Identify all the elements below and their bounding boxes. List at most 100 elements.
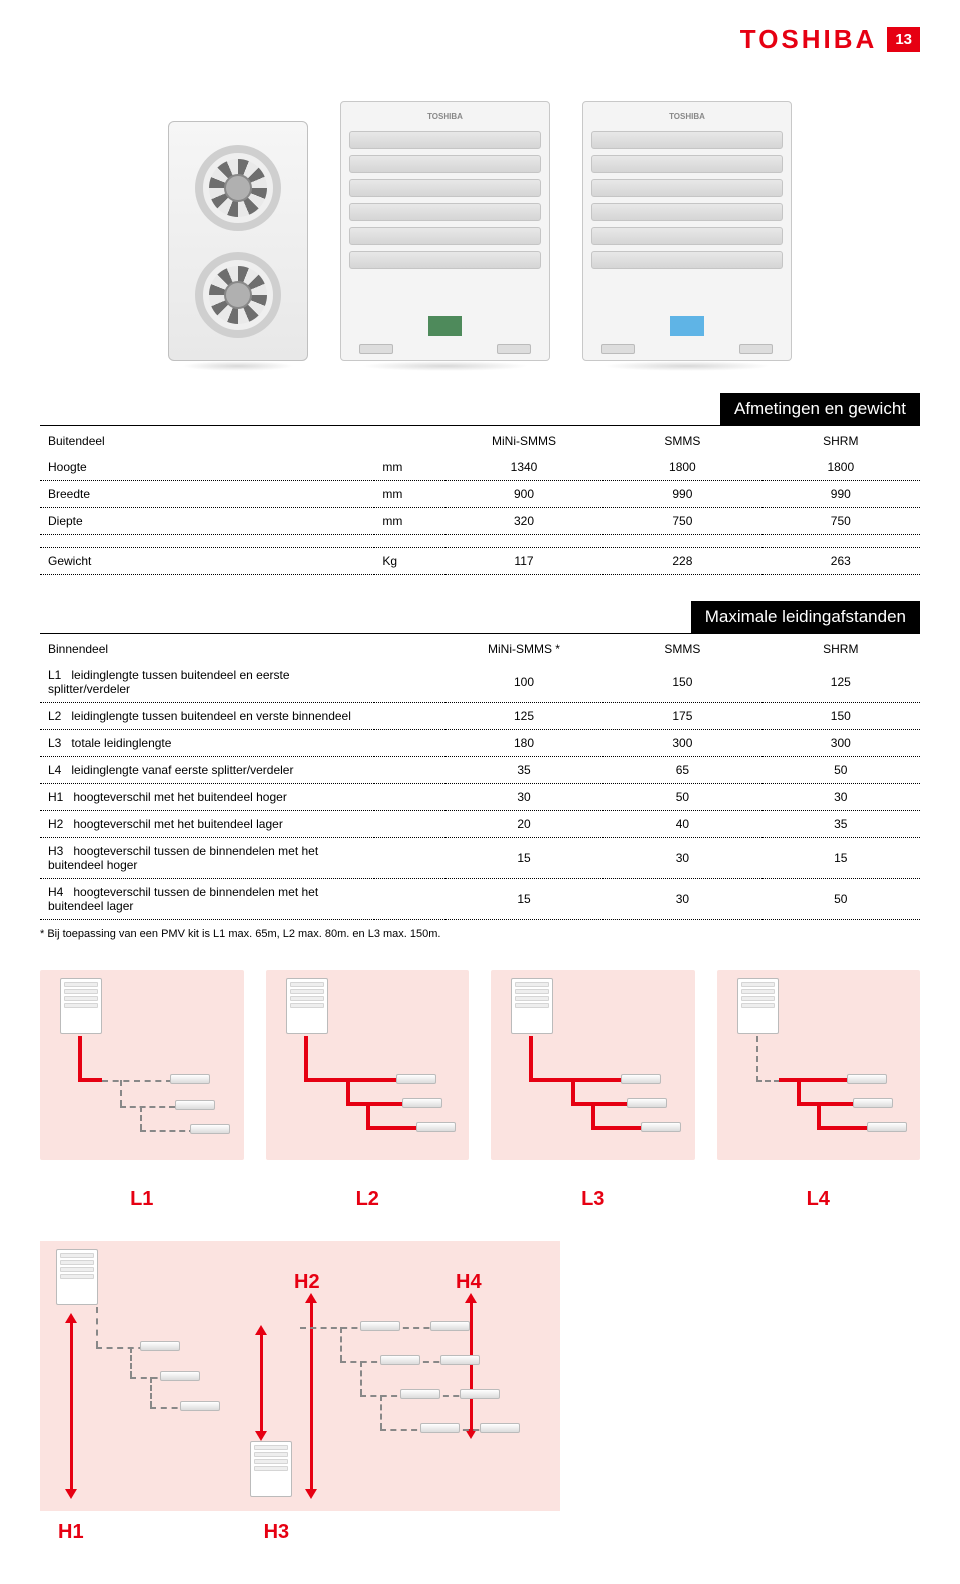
brand-logo: TOSHIBA xyxy=(740,24,878,55)
l-diagrams-row xyxy=(40,970,920,1160)
product-image-row: TOSHIBA TOSHIBA xyxy=(40,71,920,371)
cell-value: 900 xyxy=(445,481,603,508)
page-header: TOSHIBA 13 xyxy=(40,24,920,55)
cell-value: 20 xyxy=(445,811,603,838)
cell-value: 1800 xyxy=(762,454,920,481)
cell-value: 150 xyxy=(603,662,761,703)
table2-title: Maximale leidingafstanden xyxy=(691,601,920,633)
table-row: GewichtKg117228263 xyxy=(40,548,920,575)
diagram-l2 xyxy=(266,970,470,1160)
table2-col-1: SMMS xyxy=(603,636,761,662)
cell-value: 175 xyxy=(603,703,761,730)
row-label: L3 totale leidinglengte xyxy=(40,730,374,757)
label-l4: L4 xyxy=(717,1188,921,1211)
h-diagram: H2 H4 xyxy=(40,1241,560,1511)
row-label: H2 hoogteverschil met het buitendeel lag… xyxy=(40,811,374,838)
table-row: Dieptemm320750750 xyxy=(40,508,920,535)
unit-mini-smms xyxy=(168,121,308,371)
cell-value: 35 xyxy=(445,757,603,784)
table-row: Hoogtemm134018001800 xyxy=(40,454,920,481)
cell-value: 1340 xyxy=(445,454,603,481)
table1-title: Afmetingen en gewicht xyxy=(720,393,920,425)
table-row: H4 hoogteverschil tussen de binnendelen … xyxy=(40,879,920,920)
label-l2: L2 xyxy=(266,1188,470,1211)
table2-footnote: * Bij toepassing van een PMV kit is L1 m… xyxy=(40,928,920,940)
cell-value: 50 xyxy=(762,757,920,784)
diagram-l4 xyxy=(717,970,921,1160)
cell-value: 15 xyxy=(445,879,603,920)
page-number-badge: 13 xyxy=(887,27,920,52)
row-label: Gewicht xyxy=(40,548,374,575)
table1-col-2: SHRM xyxy=(762,428,920,454)
table-row: L4 leidinglengte vanaf eerste splitter/v… xyxy=(40,757,920,784)
table-row: H1 hoogteverschil met het buitendeel hog… xyxy=(40,784,920,811)
table-row: L3 totale leidinglengte180300300 xyxy=(40,730,920,757)
dimensions-table-block: Afmetingen en gewicht Buitendeel MiNi-SM… xyxy=(40,393,920,575)
label-h3: H3 xyxy=(264,1521,290,1544)
cell-value: 15 xyxy=(762,838,920,879)
unit-smms: TOSHIBA xyxy=(340,101,550,371)
cell-value: 1800 xyxy=(603,454,761,481)
h13-labels: H1 H3 xyxy=(40,1521,920,1544)
cell-value: 117 xyxy=(445,548,603,575)
cell-value: 65 xyxy=(603,757,761,784)
cell-value: 15 xyxy=(445,838,603,879)
cell-value: 300 xyxy=(603,730,761,757)
cell-value: 50 xyxy=(762,879,920,920)
piping-table-block: Maximale leidingafstanden Binnendeel MiN… xyxy=(40,601,920,940)
row-unit: mm xyxy=(374,481,444,508)
cell-value: 228 xyxy=(603,548,761,575)
diagram-l1 xyxy=(40,970,244,1160)
table1-col-1: SMMS xyxy=(603,428,761,454)
cell-value: 150 xyxy=(762,703,920,730)
table-row: L2 leidinglengte tussen buitendeel en ve… xyxy=(40,703,920,730)
cell-value: 30 xyxy=(762,784,920,811)
page: TOSHIBA 13 TOSHIBA T xyxy=(0,0,960,1584)
cell-value: 990 xyxy=(762,481,920,508)
cell-value: 30 xyxy=(603,879,761,920)
cell-value: 320 xyxy=(445,508,603,535)
cell-value: 30 xyxy=(603,838,761,879)
dimensions-table: Buitendeel MiNi-SMMS SMMS SHRM Hoogtemm1… xyxy=(40,428,920,575)
row-label: H1 hoogteverschil met het buitendeel hog… xyxy=(40,784,374,811)
l-diagram-labels: L1 L2 L3 L4 xyxy=(40,1188,920,1211)
cell-value: 100 xyxy=(445,662,603,703)
label-h2: H2 xyxy=(294,1271,320,1294)
cell-value: 50 xyxy=(603,784,761,811)
row-label: Hoogte xyxy=(40,454,374,481)
row-label: L1 leidinglengte tussen buitendeel en ee… xyxy=(40,662,374,703)
cell-value: 30 xyxy=(445,784,603,811)
table-row: H2 hoogteverschil met het buitendeel lag… xyxy=(40,811,920,838)
cell-value: 300 xyxy=(762,730,920,757)
label-h4: H4 xyxy=(456,1271,482,1294)
table2-col-0: MiNi-SMMS * xyxy=(445,636,603,662)
table1-col-0: MiNi-SMMS xyxy=(445,428,603,454)
label-l1: L1 xyxy=(40,1188,244,1211)
table-row: H3 hoogteverschil tussen de binnendelen … xyxy=(40,838,920,879)
cell-value: 125 xyxy=(445,703,603,730)
label-l3: L3 xyxy=(491,1188,695,1211)
cell-value: 180 xyxy=(445,730,603,757)
row-unit: mm xyxy=(374,508,444,535)
table-row: L1 leidinglengte tussen buitendeel en ee… xyxy=(40,662,920,703)
row-label: H4 hoogteverschil tussen de binnendelen … xyxy=(40,879,374,920)
cell-value: 35 xyxy=(762,811,920,838)
table2-rowheader: Binnendeel xyxy=(40,636,374,662)
row-unit: Kg xyxy=(374,548,444,575)
unit-shrm: TOSHIBA xyxy=(582,101,792,371)
label-h1: H1 xyxy=(58,1521,84,1544)
cell-value: 750 xyxy=(762,508,920,535)
table-row: Breedtemm900990990 xyxy=(40,481,920,508)
row-label: H3 hoogteverschil tussen de binnendelen … xyxy=(40,838,374,879)
cell-value: 750 xyxy=(603,508,761,535)
row-unit: mm xyxy=(374,454,444,481)
piping-table: Binnendeel MiNi-SMMS * SMMS SHRM L1 leid… xyxy=(40,636,920,920)
row-label: L2 leidinglengte tussen buitendeel en ve… xyxy=(40,703,374,730)
cell-value: 125 xyxy=(762,662,920,703)
row-label: L4 leidinglengte vanaf eerste splitter/v… xyxy=(40,757,374,784)
cell-value: 40 xyxy=(603,811,761,838)
table1-rowheader: Buitendeel xyxy=(40,428,374,454)
diagram-l3 xyxy=(491,970,695,1160)
row-label: Diepte xyxy=(40,508,374,535)
row-label: Breedte xyxy=(40,481,374,508)
